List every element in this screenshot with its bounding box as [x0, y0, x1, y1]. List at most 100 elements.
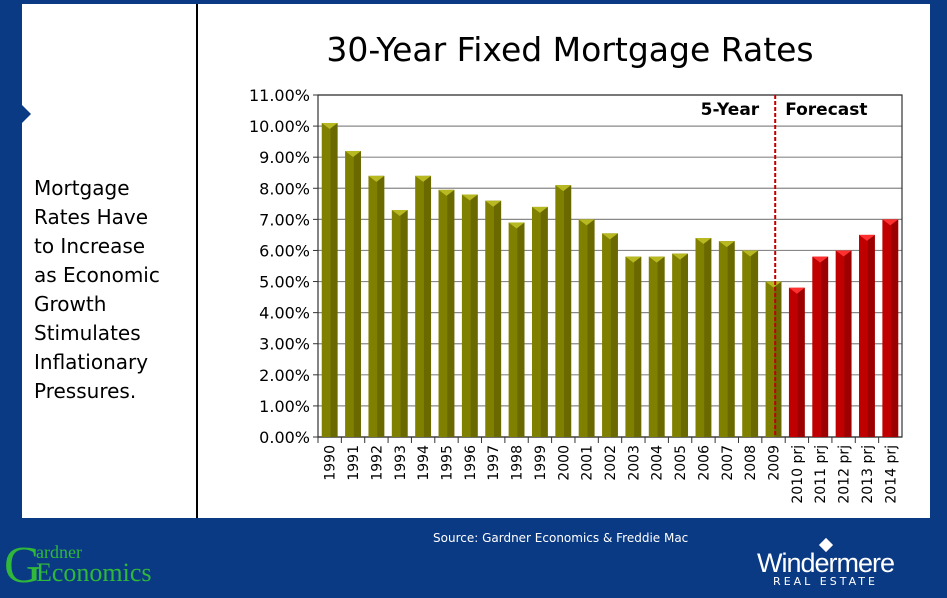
bar-shade	[400, 210, 408, 437]
x-tick-label: 2003	[626, 445, 642, 481]
sidebar-line: Pressures.	[34, 379, 137, 403]
sidebar-line: Inflationary	[34, 350, 149, 374]
bar-shade	[353, 150, 361, 438]
x-tick-label: 2006	[696, 445, 712, 481]
sidebar-line: Mortgage	[34, 176, 130, 200]
bar-shade	[470, 194, 478, 437]
arrow-marker-icon	[22, 105, 31, 123]
x-tick-label: 2012 prj	[837, 445, 853, 504]
bar-cap	[812, 256, 829, 263]
x-tick-label: 2010 prj	[790, 445, 806, 504]
bar-shade	[447, 189, 455, 437]
bar	[415, 175, 432, 437]
bar	[882, 219, 899, 437]
sidebar-line: Stimulates	[34, 321, 141, 345]
bar	[485, 200, 502, 437]
y-tick-label: 10.00%	[249, 117, 310, 136]
bar-shade	[377, 175, 385, 437]
bar-shade	[634, 256, 642, 437]
bar	[765, 281, 782, 437]
x-tick-label: 2002	[603, 445, 619, 481]
bar-cap	[625, 256, 642, 263]
bar-shade	[821, 256, 829, 437]
y-tick-label: 4.00%	[259, 304, 310, 323]
annotation-forecast: Forecast	[785, 100, 867, 120]
bar-cap	[485, 200, 502, 207]
bar-cap	[368, 175, 385, 182]
bar	[742, 250, 759, 437]
bar-shade	[774, 281, 782, 437]
bar	[835, 250, 852, 437]
y-tick-label: 0.00%	[259, 428, 310, 447]
bar	[531, 206, 548, 437]
bar-shade	[704, 238, 712, 437]
bar-cap	[602, 233, 618, 240]
bar-cap	[718, 241, 735, 248]
bar-shade	[587, 219, 595, 437]
y-tick-label: 6.00%	[259, 241, 310, 260]
bar-shade	[891, 219, 899, 437]
chart-title: 30-Year Fixed Mortgage Rates	[326, 30, 814, 69]
sidebar-line: as Economic	[34, 263, 160, 287]
sidebar-line: Growth	[34, 292, 107, 316]
y-tick-label: 3.00%	[259, 335, 310, 354]
bar	[391, 210, 408, 437]
bar-cap	[345, 150, 361, 157]
bar	[812, 256, 829, 437]
bar	[321, 122, 338, 438]
bar-cap	[508, 222, 525, 229]
bar	[508, 222, 525, 437]
vertical-divider	[196, 4, 198, 518]
bar	[461, 194, 478, 437]
y-tick-label: 5.00%	[259, 273, 310, 292]
bar-shade	[750, 250, 759, 437]
windermere-logo: Windermere REAL ESTATE	[733, 537, 918, 588]
bar-cap	[882, 219, 899, 226]
bar-cap	[531, 206, 548, 213]
bar	[788, 287, 805, 437]
x-tick-label: 1998	[510, 445, 526, 481]
bar-shade	[844, 250, 852, 437]
x-tick-label: 1994	[416, 445, 432, 481]
x-tick-label: 1990	[323, 445, 339, 481]
bar	[578, 219, 595, 437]
bar-cap	[835, 250, 852, 257]
bar	[368, 175, 385, 437]
bar-cap	[321, 122, 338, 129]
bar	[602, 233, 618, 437]
bar-cap	[391, 210, 408, 217]
bar-cap	[788, 287, 805, 294]
bar	[345, 150, 361, 438]
x-tick-label: 2014 prj	[883, 445, 899, 504]
x-tick-label: 1993	[393, 445, 409, 481]
y-tick-label: 2.00%	[259, 366, 310, 385]
x-tick-label: 2013 prj	[860, 445, 876, 504]
bar-shade	[493, 200, 502, 437]
x-tick-label: 1995	[439, 445, 455, 481]
bar-shade	[657, 256, 665, 437]
bar	[555, 185, 572, 437]
bar-shade	[610, 233, 618, 437]
source-text: Source: Gardner Economics & Freddie Mac	[433, 531, 689, 545]
bar-shade	[517, 222, 525, 437]
x-tick-label: 2007	[720, 445, 736, 481]
bar-shade	[564, 185, 572, 437]
sidebar-line: Rates Have	[34, 205, 149, 229]
bar-cap	[765, 281, 782, 288]
bar-cap	[461, 194, 478, 201]
y-tick-label: 11.00%	[249, 86, 310, 105]
bar	[859, 234, 875, 437]
bar-cap	[578, 219, 595, 226]
x-tick-label: 2001	[580, 445, 596, 481]
bar	[625, 256, 642, 437]
bar-shade	[330, 122, 338, 438]
x-tick-label: 1992	[369, 445, 385, 481]
x-tick-label: 1997	[486, 445, 502, 481]
y-tick-label: 7.00%	[259, 210, 310, 229]
x-tick-label: 1991	[346, 445, 362, 481]
bar	[438, 189, 455, 437]
bar-cap	[859, 234, 875, 241]
y-tick-label: 1.00%	[259, 397, 310, 416]
bar-shade	[867, 234, 875, 437]
